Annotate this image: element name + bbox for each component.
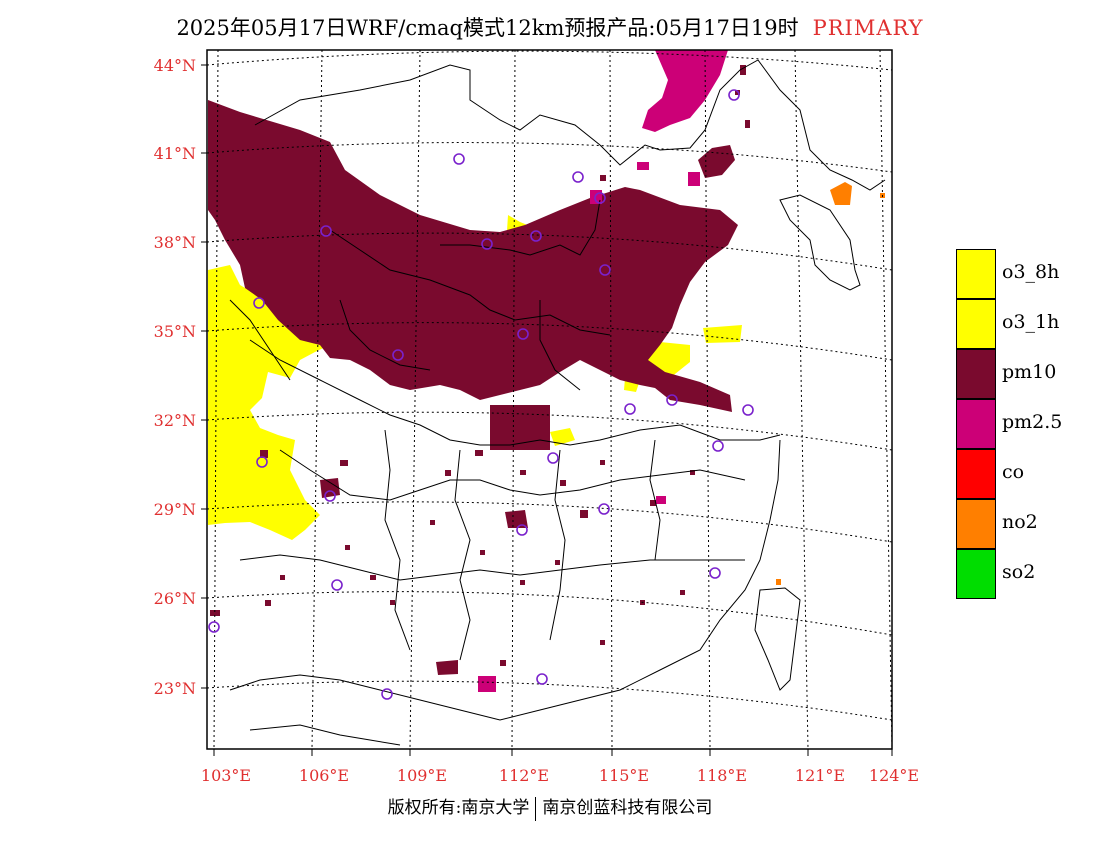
legend-item-so2: so2 [956,549,1076,599]
legend-swatch-pm10 [956,349,996,399]
legend-swatch-no2 [956,499,996,549]
legend-item-pm10: pm10 [956,349,1076,399]
lon-label-115: 115°E [598,766,650,785]
lon-label-103: 103°E [200,766,252,785]
legend-swatch-o3-8h [956,249,996,299]
pm25-patch-4 [637,162,649,170]
lat-label-32: 32°N [153,411,196,430]
legend-item-co: co [956,449,1076,499]
pm10-ne-patch [698,145,735,178]
legend-label-o3-8h: o3_8h [1002,261,1060,283]
pm10-hunan-patch [505,510,528,528]
lat-label-23: 23°N [153,679,196,698]
lat-label-38: 38°N [153,233,196,252]
pm25-patch-3 [656,496,666,504]
pm10-sw-patch [320,478,340,498]
title-main: 2025年05月17日WRF/cmaq模式12km预报产品:05月17日19时 [176,16,799,40]
map-frame [206,49,893,750]
lon-label-118: 118°E [696,766,748,785]
lon-label-112: 112°E [498,766,550,785]
lat-label-35: 35°N [153,322,196,341]
no2-patch-taiwan [776,579,781,585]
boundaries [229,59,886,746]
legend-swatch-pm25 [956,399,996,449]
lat-label-29: 29°N [153,500,196,519]
station-markers [208,89,754,700]
lat-label-26: 26°N [153,589,196,608]
legend-label-pm25: pm2.5 [1002,411,1063,433]
footer-separator [535,796,537,821]
lon-label-109: 109°E [396,766,448,785]
legend-swatch-so2 [956,549,996,599]
pm10-scatter [210,65,750,666]
legend-swatch-o3-1h [956,299,996,349]
legend-item-o3-8h: o3_8h [956,249,1076,299]
lon-label-121: 121°E [794,766,846,785]
legend-item-o3-1h: o3_1h [956,299,1076,349]
o3-area-hubei [550,428,575,446]
pm25-areas [478,50,728,692]
pm25-patch-gd [478,676,496,692]
pm25-patch-1 [688,172,700,186]
lon-label-106: 106°E [298,766,350,785]
axis-ticks [201,64,893,756]
legend-label-no2: no2 [1002,511,1038,533]
legend-label-co: co [1002,461,1025,483]
legend: o3_8h o3_1h pm10 pm2.5 co no2 so2 [956,249,1076,599]
no2-patch-korea [830,182,852,205]
legend-item-pm25: pm2.5 [956,399,1076,449]
legend-label-so2: so2 [1002,561,1036,583]
title-tag: PRIMARY [812,16,924,40]
graticule [206,49,893,750]
legend-item-no2: no2 [956,499,1076,549]
lat-label-41: 41°N [153,144,196,163]
o3-area-jiangsu [703,325,742,343]
pm10-gd-patch [436,660,458,675]
legend-label-o3-1h: o3_1h [1002,311,1060,333]
map-title: 2025年05月17日WRF/cmaq模式12km预报产品:05月17日19时 P… [0,12,1100,42]
legend-swatch-co [956,449,996,499]
copyright-right: 南京创蓝科技有限公司 [542,798,713,818]
pm25-inner-mongolia [642,50,728,132]
lon-label-124: 124°E [868,766,920,785]
legend-label-pm10: pm10 [1002,361,1057,383]
pm10-hubei-block [490,405,550,450]
copyright-left: 版权所有:南京大学 [387,798,530,818]
copyright-footer: 版权所有:南京大学 南京创蓝科技有限公司 [0,793,1100,821]
lat-label-44: 44°N [153,56,196,75]
